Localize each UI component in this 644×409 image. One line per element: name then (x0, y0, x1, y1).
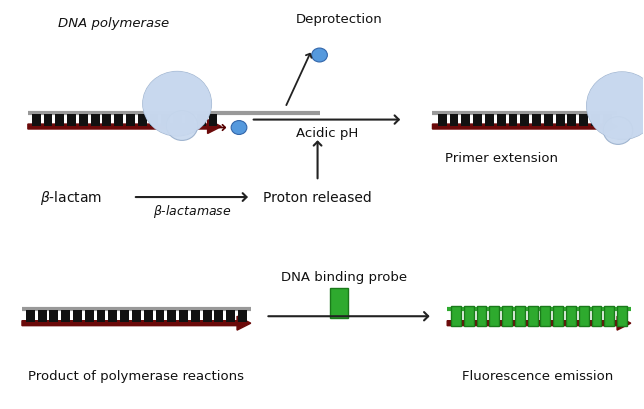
FancyArrow shape (22, 317, 251, 330)
FancyBboxPatch shape (509, 115, 517, 126)
FancyBboxPatch shape (26, 310, 35, 322)
FancyBboxPatch shape (579, 307, 589, 326)
FancyBboxPatch shape (173, 115, 182, 126)
FancyBboxPatch shape (126, 115, 135, 126)
FancyBboxPatch shape (197, 115, 205, 126)
FancyArrow shape (447, 317, 631, 330)
Text: Primer extension: Primer extension (445, 151, 558, 164)
FancyBboxPatch shape (97, 310, 106, 322)
Ellipse shape (312, 49, 327, 63)
FancyBboxPatch shape (144, 310, 153, 322)
FancyBboxPatch shape (91, 115, 100, 126)
Ellipse shape (143, 72, 211, 137)
FancyBboxPatch shape (451, 307, 461, 326)
Text: Fluorescence emission: Fluorescence emission (462, 369, 613, 382)
FancyBboxPatch shape (179, 310, 188, 322)
Ellipse shape (231, 121, 247, 135)
FancyArrow shape (433, 120, 617, 134)
FancyBboxPatch shape (73, 310, 82, 322)
FancyBboxPatch shape (132, 310, 141, 322)
FancyBboxPatch shape (38, 310, 46, 322)
FancyBboxPatch shape (209, 115, 218, 126)
FancyBboxPatch shape (79, 115, 88, 126)
Ellipse shape (166, 111, 198, 141)
FancyBboxPatch shape (138, 115, 147, 126)
FancyBboxPatch shape (67, 115, 76, 126)
FancyBboxPatch shape (330, 289, 348, 319)
FancyBboxPatch shape (203, 310, 211, 322)
FancyBboxPatch shape (156, 310, 164, 322)
FancyBboxPatch shape (604, 307, 614, 326)
FancyBboxPatch shape (566, 307, 576, 326)
FancyBboxPatch shape (464, 307, 474, 326)
FancyBboxPatch shape (438, 115, 447, 126)
FancyBboxPatch shape (540, 307, 551, 326)
FancyBboxPatch shape (567, 115, 576, 126)
FancyBboxPatch shape (32, 115, 41, 126)
Text: Deprotection: Deprotection (296, 13, 383, 26)
FancyBboxPatch shape (527, 307, 538, 326)
FancyBboxPatch shape (50, 310, 59, 322)
FancyBboxPatch shape (114, 115, 123, 126)
Text: $\beta$-$\it{lactamase}$: $\beta$-$\it{lactamase}$ (153, 203, 231, 220)
Text: DNA binding probe: DNA binding probe (281, 270, 407, 283)
FancyBboxPatch shape (544, 115, 553, 126)
FancyBboxPatch shape (55, 115, 64, 126)
FancyBboxPatch shape (579, 115, 588, 126)
FancyBboxPatch shape (485, 115, 494, 126)
FancyBboxPatch shape (502, 307, 512, 326)
FancyBboxPatch shape (603, 115, 612, 126)
FancyArrow shape (28, 120, 222, 134)
FancyBboxPatch shape (473, 115, 482, 126)
FancyBboxPatch shape (477, 307, 486, 326)
FancyBboxPatch shape (108, 310, 117, 322)
FancyBboxPatch shape (515, 307, 525, 326)
FancyBboxPatch shape (532, 115, 541, 126)
FancyBboxPatch shape (214, 310, 223, 322)
Ellipse shape (587, 73, 644, 140)
FancyBboxPatch shape (191, 310, 200, 322)
FancyBboxPatch shape (462, 115, 470, 126)
Ellipse shape (587, 73, 644, 140)
FancyBboxPatch shape (85, 310, 93, 322)
FancyBboxPatch shape (44, 115, 52, 126)
FancyBboxPatch shape (162, 115, 170, 126)
FancyBboxPatch shape (617, 307, 627, 326)
Text: $\beta$-lactam: $\beta$-lactam (40, 189, 102, 207)
FancyBboxPatch shape (167, 310, 176, 322)
FancyBboxPatch shape (591, 115, 600, 126)
Text: Acidic pH: Acidic pH (296, 127, 359, 139)
FancyBboxPatch shape (226, 310, 235, 322)
Ellipse shape (603, 117, 633, 145)
Text: DNA polymerase: DNA polymerase (58, 17, 169, 30)
FancyBboxPatch shape (592, 307, 601, 326)
FancyBboxPatch shape (489, 307, 499, 326)
FancyBboxPatch shape (553, 307, 563, 326)
FancyBboxPatch shape (556, 115, 565, 126)
FancyBboxPatch shape (149, 115, 158, 126)
FancyBboxPatch shape (61, 310, 70, 322)
Text: Product of polymerase reactions: Product of polymerase reactions (28, 369, 244, 382)
FancyBboxPatch shape (450, 115, 459, 126)
FancyBboxPatch shape (497, 115, 506, 126)
FancyBboxPatch shape (102, 115, 111, 126)
FancyBboxPatch shape (120, 310, 129, 322)
FancyBboxPatch shape (520, 115, 529, 126)
Text: Proton released: Proton released (263, 191, 372, 204)
FancyBboxPatch shape (238, 310, 247, 322)
FancyBboxPatch shape (185, 115, 194, 126)
Ellipse shape (143, 72, 211, 137)
